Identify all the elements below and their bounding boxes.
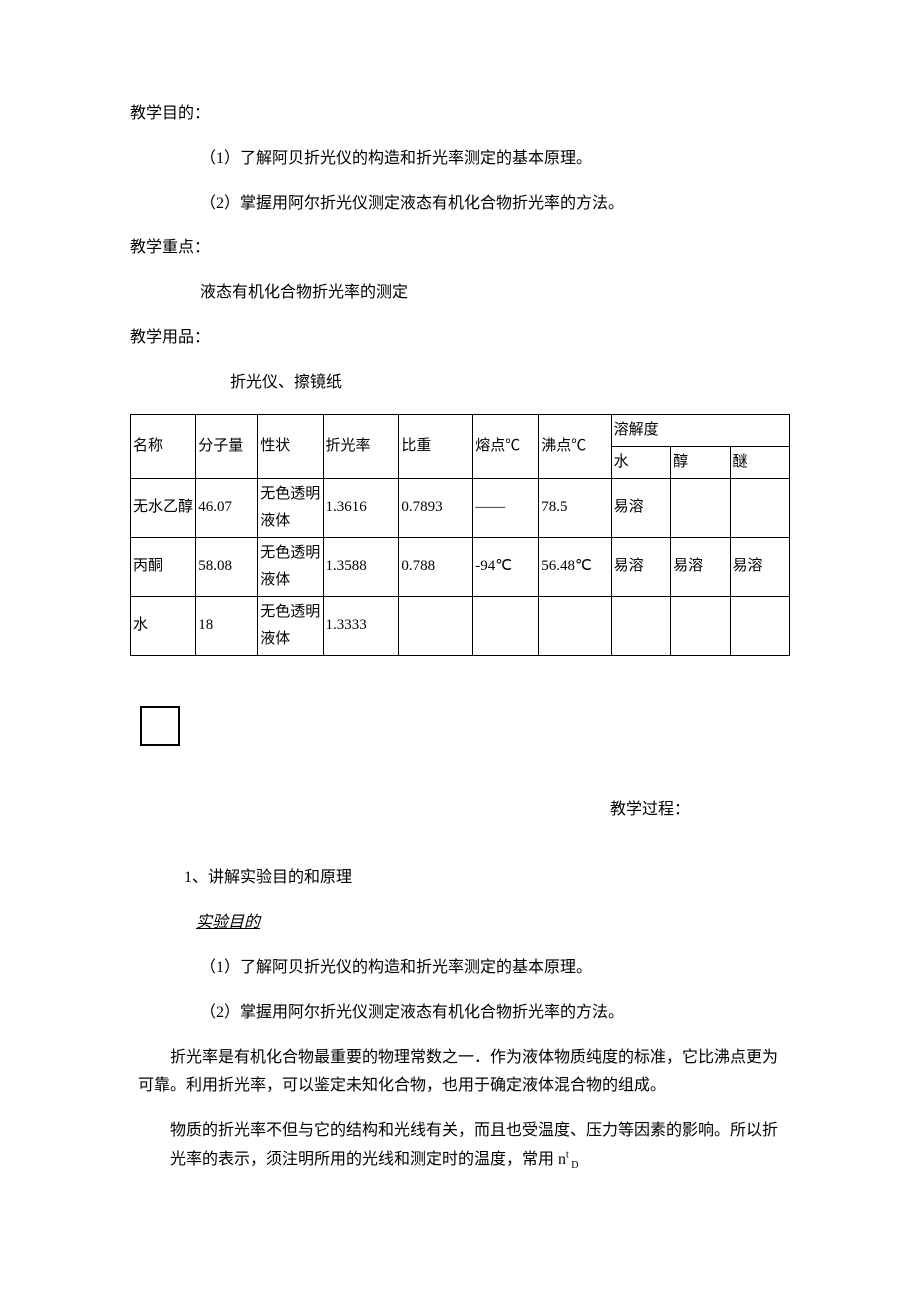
cell-bp: 78.5 (539, 478, 611, 537)
teaching-focus-content: 液态有机化合物折光率的测定 (130, 279, 790, 308)
properties-table: 名称 分子量 性状 折光率 比重 熔点℃ 沸点℃ 溶解度 水 醇 醚 无水乙醇 … (130, 414, 790, 656)
cell-water: 易溶 (611, 478, 670, 537)
cell-ether: 易溶 (730, 537, 790, 596)
table-row: 水 18 无色透明液体 1.3333 (131, 596, 790, 655)
paragraph-2-superscript: t (566, 1150, 569, 1161)
experiment-purpose-label: 实验目的 (130, 909, 790, 938)
cell-mw: 58.08 (196, 537, 258, 596)
header-specific-gravity: 比重 (399, 414, 473, 478)
teaching-focus-label: 教学重点： (130, 234, 790, 263)
objective-1: （1）了解阿贝折光仪的构造和折光率测定的基本原理。 (130, 145, 790, 174)
cell-alcohol: 易溶 (671, 537, 730, 596)
teaching-objective-label: 教学目的： (130, 100, 790, 129)
cell-sg: 0.7893 (399, 478, 473, 537)
header-alcohol: 醇 (671, 446, 730, 478)
cell-ri: 1.3588 (323, 537, 399, 596)
objective-2: （2）掌握用阿尔折光仪测定液态有机化合物折光率的方法。 (130, 190, 790, 219)
paragraph-1: 折光率是有机化合物最重要的物理常数之一．作为液体物质纯度的标准，它比沸点更为可靠… (130, 1044, 790, 1102)
cell-bp: 56.48℃ (539, 537, 611, 596)
paragraph-2-text: 物质的折光率不但与它的结构和光线有关，而且也受温度、压力等因素的影响。所以折光率… (170, 1122, 778, 1168)
cell-prop: 无色透明液体 (258, 537, 323, 596)
header-boiling-point: 沸点℃ (539, 414, 611, 478)
cell-sg: 0.788 (399, 537, 473, 596)
paragraph-2-subscript: D (569, 1160, 579, 1171)
cell-bp (539, 596, 611, 655)
cell-mp: —— (473, 478, 539, 537)
cell-mp (473, 596, 539, 655)
teaching-process-label: 教学过程： (130, 796, 790, 825)
header-solubility: 溶解度 (611, 414, 789, 446)
header-properties: 性状 (258, 414, 323, 478)
cell-sg (399, 596, 473, 655)
purpose-1: （1）了解阿贝折光仪的构造和折光率测定的基本原理。 (130, 954, 790, 983)
header-refractive-index: 折光率 (323, 414, 399, 478)
cell-alcohol (671, 596, 730, 655)
cell-name: 丙酮 (131, 537, 196, 596)
table-row: 无水乙醇 46.07 无色透明液体 1.3616 0.7893 —— 78.5 … (131, 478, 790, 537)
header-water: 水 (611, 446, 670, 478)
cell-water (611, 596, 670, 655)
cell-alcohol (671, 478, 730, 537)
purpose-2: （2）掌握用阿尔折光仪测定液态有机化合物折光率的方法。 (130, 999, 790, 1028)
cell-water: 易溶 (611, 537, 670, 596)
checkbox-placeholder (140, 706, 180, 746)
cell-ri: 1.3616 (323, 478, 399, 537)
teaching-materials-content: 折光仪、擦镜纸 (130, 369, 790, 398)
table-header-row-1: 名称 分子量 性状 折光率 比重 熔点℃ 沸点℃ 溶解度 (131, 414, 790, 446)
cell-mp: -94℃ (473, 537, 539, 596)
cell-prop: 无色透明液体 (258, 478, 323, 537)
header-melting-point: 熔点℃ (473, 414, 539, 478)
cell-name: 无水乙醇 (131, 478, 196, 537)
cell-ether (730, 478, 790, 537)
cell-prop: 无色透明液体 (258, 596, 323, 655)
cell-mw: 46.07 (196, 478, 258, 537)
paragraph-2: 物质的折光率不但与它的结构和光线有关，而且也受温度、压力等因素的影响。所以折光率… (130, 1117, 790, 1175)
teaching-materials-label: 教学用品： (130, 324, 790, 353)
cell-mw: 18 (196, 596, 258, 655)
header-ether: 醚 (730, 446, 790, 478)
header-name: 名称 (131, 414, 196, 478)
cell-ri: 1.3333 (323, 596, 399, 655)
step-1-title: 1、讲解实验目的和原理 (130, 864, 790, 893)
cell-ether (730, 596, 790, 655)
table-row: 丙酮 58.08 无色透明液体 1.3588 0.788 -94℃ 56.48℃… (131, 537, 790, 596)
cell-name: 水 (131, 596, 196, 655)
header-molecular-weight: 分子量 (196, 414, 258, 478)
